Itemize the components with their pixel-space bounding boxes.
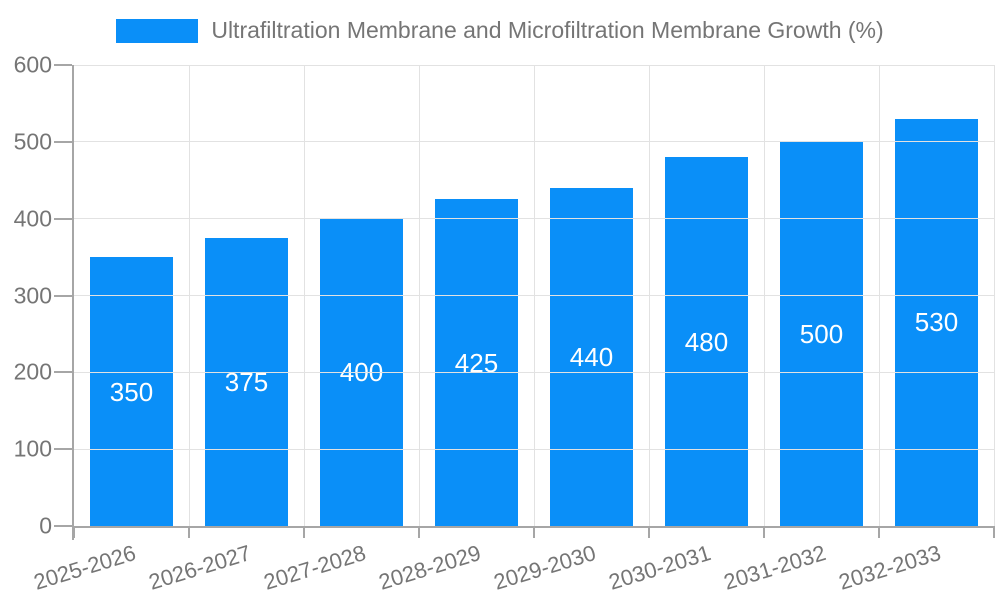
bar[interactable]: 440 <box>550 187 633 526</box>
gridline-vertical <box>763 65 765 526</box>
x-axis-label: 2028-2029 <box>375 540 484 595</box>
x-axis-tick <box>993 526 995 538</box>
x-axis-tick <box>303 526 305 538</box>
x-axis-label: 2030-2031 <box>605 540 714 595</box>
y-axis-label: 200 <box>13 358 52 385</box>
bar[interactable]: 480 <box>665 157 748 526</box>
y-axis-label: 300 <box>13 282 52 308</box>
gridline-vertical <box>188 65 190 526</box>
bar-slot: 375 <box>189 65 304 526</box>
bar-slot: 500 <box>764 65 879 526</box>
y-axis-line <box>72 65 74 540</box>
bar-slot: 425 <box>419 65 534 526</box>
y-axis-tick <box>54 64 72 66</box>
x-axis-label: 2029-2030 <box>490 540 599 595</box>
bar-value-label: 440 <box>569 341 614 372</box>
x-axis-tick <box>73 526 75 538</box>
y-axis-tick <box>54 448 72 451</box>
bar[interactable]: 530 <box>895 118 978 526</box>
x-axis-tick <box>878 526 880 538</box>
gridline-vertical <box>533 65 535 526</box>
y-axis-label: 100 <box>13 435 52 462</box>
gridline-vertical <box>993 65 995 526</box>
bar[interactable]: 500 <box>780 141 863 526</box>
x-axis-label: 2032-2033 <box>835 540 944 595</box>
legend-label: Ultrafiltration Membrane and Microfiltra… <box>211 17 884 43</box>
bar-value-label: 530 <box>914 307 959 338</box>
bar-value-label: 425 <box>454 347 499 378</box>
y-axis-tick <box>54 525 72 527</box>
y-axis-label: 600 <box>13 51 52 78</box>
y-axis-label: 400 <box>13 205 52 232</box>
x-axis-label: 2027-2028 <box>260 540 369 595</box>
x-axis-tick <box>188 526 190 538</box>
gridline-vertical <box>303 65 305 526</box>
plot-area: 350 375 400 425 440 480 500 530 0 100 200 300 400 50… <box>14 53 995 595</box>
bar-slot: 530 <box>879 65 994 526</box>
legend: Ultrafiltration Membrane and Microfiltra… <box>0 17 1000 45</box>
x-axis-tick <box>648 526 650 538</box>
gridline-vertical <box>878 65 880 526</box>
bar-series: 350 375 400 425 440 480 500 530 <box>74 65 994 526</box>
x-axis-label: 2026-2027 <box>145 540 254 595</box>
bar-value-label: 500 <box>799 318 844 349</box>
gridline-vertical <box>418 65 420 526</box>
x-axis-label: 2025-2026 <box>30 540 139 595</box>
x-axis-label: 2031-2032 <box>720 540 829 595</box>
y-axis-tick <box>54 140 72 143</box>
x-axis-tick <box>763 526 765 538</box>
bar-value-label: 375 <box>224 366 269 397</box>
y-axis-tick <box>54 217 72 220</box>
bar-slot: 350 <box>74 65 189 526</box>
x-axis-tick <box>418 526 420 538</box>
bar[interactable]: 350 <box>90 257 173 526</box>
y-axis-tick <box>54 294 72 297</box>
bar[interactable]: 375 <box>205 237 288 526</box>
legend-swatch-icon <box>116 18 199 43</box>
gridline-vertical <box>648 65 650 526</box>
bar[interactable]: 425 <box>435 199 518 526</box>
legend-item[interactable]: Ultrafiltration Membrane and Microfiltra… <box>116 17 884 45</box>
bar-slot: 440 <box>534 65 649 526</box>
y-axis-label: 500 <box>13 128 52 155</box>
bar-value-label: 480 <box>684 326 729 357</box>
y-axis-tick <box>54 371 72 374</box>
bar-value-label: 350 <box>109 376 154 407</box>
y-axis-label: 0 <box>39 512 52 539</box>
x-axis-tick <box>533 526 535 538</box>
